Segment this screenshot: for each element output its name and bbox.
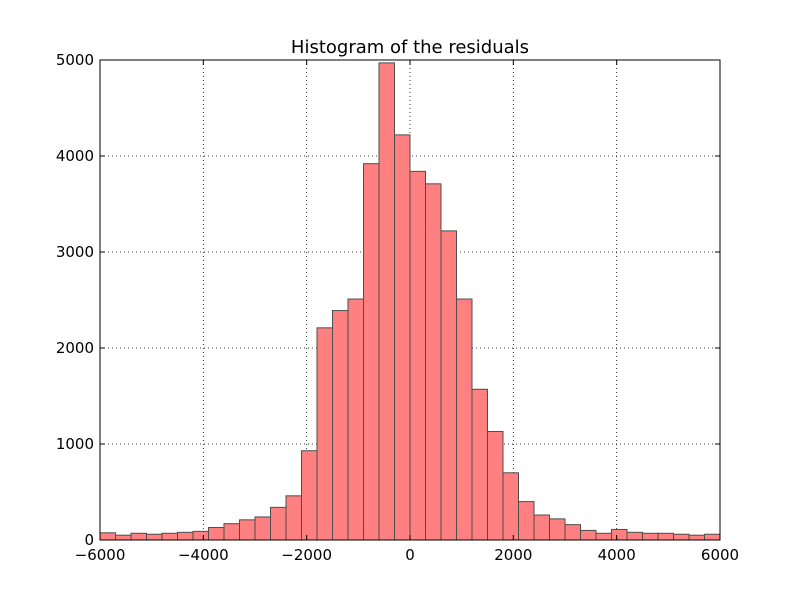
x-tick-label: 6000 [701,546,739,564]
histogram-bar [301,450,318,541]
axis-ticks [99,59,721,541]
x-tick-label: 4000 [598,546,636,564]
histogram-bar [425,183,442,541]
histogram-bar [626,531,643,541]
histogram-bar [378,62,395,541]
histogram-bar [549,518,566,541]
histogram-bar [161,532,178,541]
histogram-bar [471,388,488,541]
histogram-bar [533,514,550,541]
chart-title: Histogram of the residuals [291,37,529,58]
histogram-bar [440,230,457,541]
y-tick-label: 2000 [56,339,94,357]
x-tick-label: 2000 [494,546,532,564]
y-tick-label: 0 [84,531,94,549]
histogram-bar [177,531,194,541]
histogram-bar [146,533,163,541]
histogram-bar [363,163,380,541]
histogram-bar [332,310,349,541]
histogram-bar [99,532,116,541]
histogram-bar [642,532,659,541]
histogram-bar [595,532,612,541]
histogram-bar [254,516,271,541]
histogram-bar [316,327,333,541]
histogram-bar [239,519,256,541]
x-tick-label: −2000 [281,546,332,564]
histogram-bar [394,134,411,541]
y-tick-label: 5000 [56,51,94,69]
y-tick-label: 1000 [56,435,94,453]
x-tick-label: −4000 [178,546,229,564]
histogram-bar [704,533,721,541]
histogram-bar [611,528,628,541]
histogram-bar [456,298,473,541]
y-tick-label: 4000 [56,147,94,165]
x-tick-label: −6000 [75,546,126,564]
histogram-bar [518,501,535,541]
histogram-bar [580,529,597,541]
histogram-bar [223,523,240,541]
histogram-bar [130,532,147,541]
histogram-bars [99,62,721,541]
histogram-bar [657,532,674,541]
histogram-bar [409,170,426,541]
histogram-bar [192,530,209,541]
histogram-bar [285,495,302,541]
x-axis-tick-labels: −6000 −4000 −2000 0 2000 4000 6000 [75,546,739,564]
histogram-bar [487,431,504,541]
histogram-bar [347,298,364,541]
histogram-bar [270,506,287,541]
histogram-bar [673,533,690,541]
histogram-bar [502,472,519,541]
histogram-bar [688,534,705,541]
x-tick-label: 0 [405,546,415,564]
y-tick-label: 3000 [56,243,94,261]
histogram-bar [115,534,132,541]
histogram-bar [208,527,225,541]
histogram-bar [564,524,581,541]
y-axis-tick-labels: 0 1000 2000 3000 4000 5000 [56,51,94,549]
